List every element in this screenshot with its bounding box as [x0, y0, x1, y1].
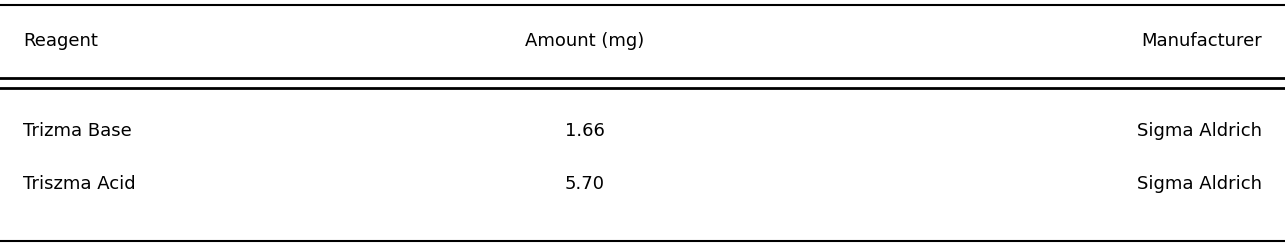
Text: Amount (mg): Amount (mg)	[526, 32, 644, 50]
Text: 5.70: 5.70	[564, 175, 605, 193]
Text: 1.66: 1.66	[564, 122, 605, 140]
Text: Trizma Base: Trizma Base	[23, 122, 132, 140]
Text: Reagent: Reagent	[23, 32, 98, 50]
Text: Manufacturer: Manufacturer	[1141, 32, 1262, 50]
Text: Triszma Acid: Triszma Acid	[23, 175, 136, 193]
Text: Sigma Aldrich: Sigma Aldrich	[1137, 175, 1262, 193]
Text: Sigma Aldrich: Sigma Aldrich	[1137, 122, 1262, 140]
